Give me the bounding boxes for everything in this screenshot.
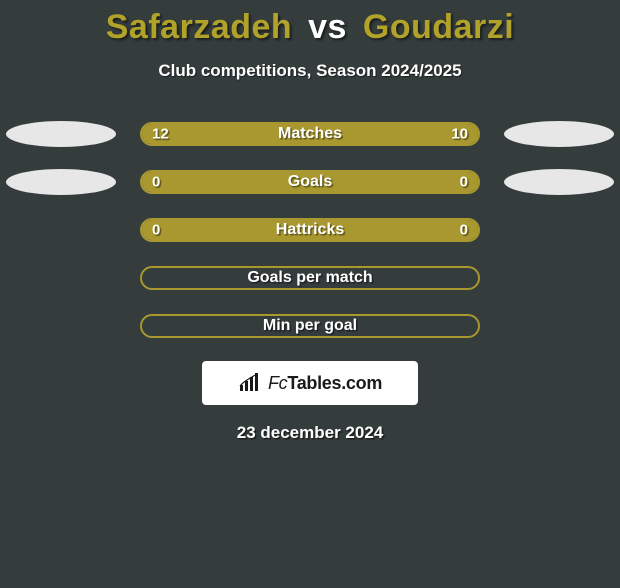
stat-label: Matches <box>278 125 342 143</box>
bar-outer: Goals per match <box>140 266 480 290</box>
stat-value-right: 0 <box>460 222 468 239</box>
side-shape-right <box>504 121 614 147</box>
stat-row: 0 0 Hattricks <box>0 217 620 243</box>
stat-value-left: 0 <box>152 222 160 239</box>
stat-bar: 0 0 Goals <box>140 170 480 194</box>
stat-row: 12 10 Matches <box>0 121 620 147</box>
bar-outer: 0 0 Hattricks <box>140 218 480 242</box>
side-shape-right <box>504 169 614 195</box>
stat-bar: Goals per match <box>140 266 480 290</box>
stat-value-left: 12 <box>152 126 169 143</box>
logo-text: FcTables.com <box>268 373 382 394</box>
stat-bar: Min per goal <box>140 314 480 338</box>
stat-row: Goals per match <box>0 265 620 291</box>
date-label: 23 december 2024 <box>0 423 620 443</box>
stat-value-left: 0 <box>152 174 160 191</box>
bar-outer: Min per goal <box>140 314 480 338</box>
comparison-title: Safarzadeh vs Goudarzi <box>0 8 620 47</box>
stat-label: Goals <box>288 173 332 191</box>
stat-label: Hattricks <box>276 221 344 239</box>
side-shape-left <box>6 121 116 147</box>
logo-main: Tables.com <box>287 373 382 393</box>
stat-row: Min per goal <box>0 313 620 339</box>
stat-bar: 12 10 Matches <box>140 122 480 146</box>
player1-name: Safarzadeh <box>106 8 292 46</box>
stat-value-right: 0 <box>460 174 468 191</box>
logo-prefix: Fc <box>268 373 287 393</box>
stat-bar: 0 0 Hattricks <box>140 218 480 242</box>
side-shape-left <box>6 169 116 195</box>
player2-name: Goudarzi <box>363 8 514 46</box>
subtitle: Club competitions, Season 2024/2025 <box>0 61 620 81</box>
bar-outer: 0 0 Goals <box>140 170 480 194</box>
logo-box: FcTables.com <box>202 361 418 405</box>
stat-row: 0 0 Goals <box>0 169 620 195</box>
vs-label: vs <box>308 8 347 46</box>
bar-outer: 12 10 Matches <box>140 122 480 146</box>
stat-label: Min per goal <box>263 317 357 335</box>
chart-bars-icon <box>238 373 262 393</box>
stat-label: Goals per match <box>247 269 372 287</box>
stats-container: 12 10 Matches 0 0 Goals 0 0 Hattricks Goals per m… <box>0 121 620 339</box>
stat-value-right: 10 <box>451 126 468 143</box>
